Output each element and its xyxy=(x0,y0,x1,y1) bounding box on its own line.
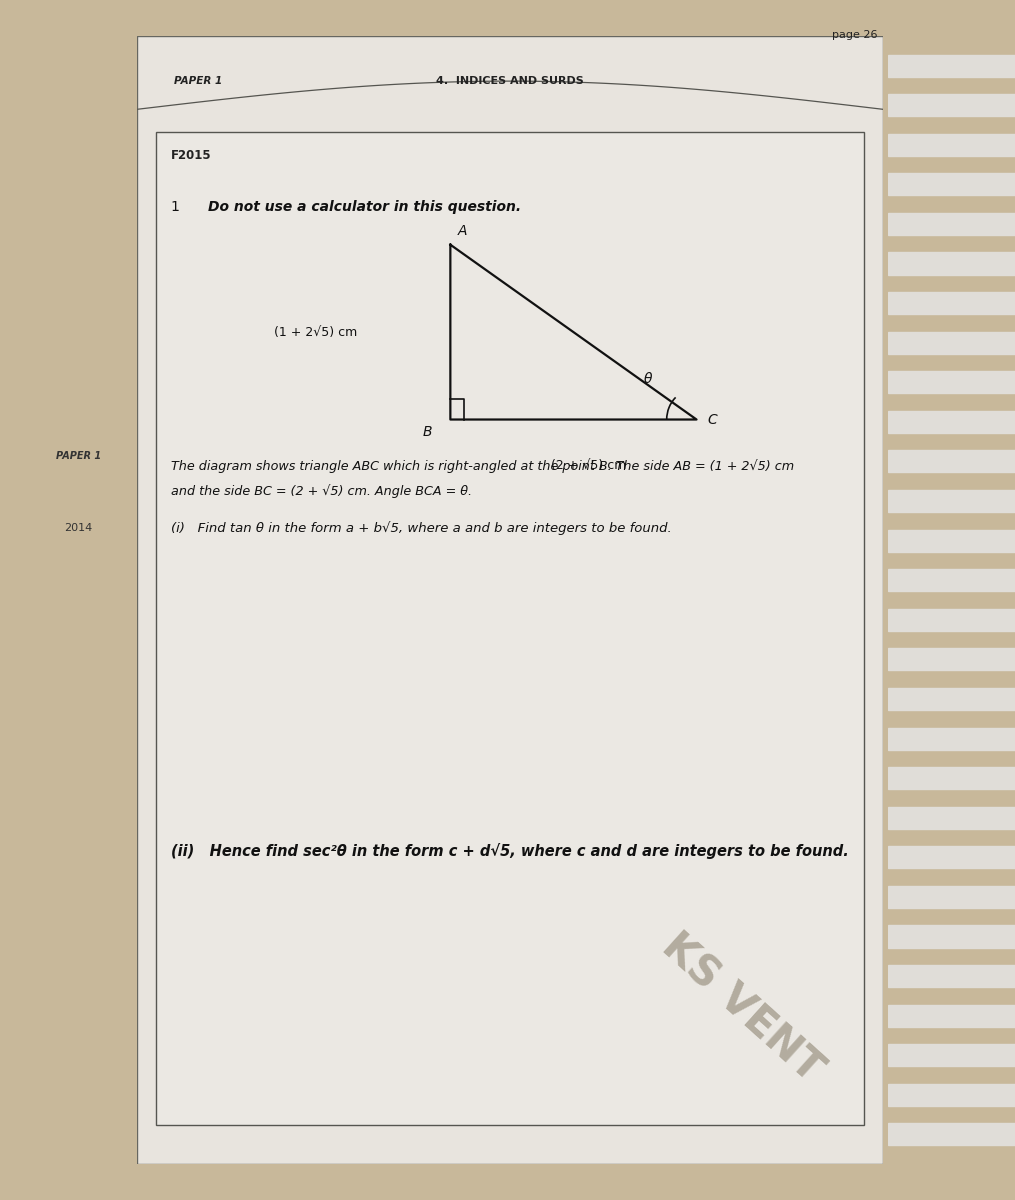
Text: B: B xyxy=(422,425,431,439)
Text: Do not use a calculator in this question.: Do not use a calculator in this question… xyxy=(208,199,521,214)
Text: A: A xyxy=(458,224,467,238)
FancyBboxPatch shape xyxy=(137,36,883,1164)
Bar xyxy=(888,331,1015,354)
Bar xyxy=(888,252,1015,275)
Bar xyxy=(888,133,1015,156)
Bar xyxy=(888,1004,1015,1027)
Bar xyxy=(888,54,1015,77)
Bar xyxy=(888,1084,1015,1106)
Text: The diagram shows triangle ABC which is right-angled at the point B. The side AB: The diagram shows triangle ABC which is … xyxy=(171,458,794,473)
Text: 1: 1 xyxy=(171,199,180,214)
Text: and the side BC = (2 + √5) cm. Angle BCA = θ.: and the side BC = (2 + √5) cm. Angle BCA… xyxy=(171,484,472,498)
Bar xyxy=(888,727,1015,750)
Bar xyxy=(888,410,1015,433)
Text: PAPER 1: PAPER 1 xyxy=(175,76,222,86)
Text: (2 + √5) cm: (2 + √5) cm xyxy=(551,458,626,472)
Bar xyxy=(888,94,1015,116)
Bar xyxy=(888,1123,1015,1146)
Bar xyxy=(888,767,1015,790)
Bar xyxy=(888,371,1015,394)
Bar xyxy=(888,886,1015,908)
Bar xyxy=(888,925,1015,948)
Text: F2015: F2015 xyxy=(171,149,211,162)
Text: C: C xyxy=(707,413,718,426)
Bar xyxy=(888,212,1015,235)
Text: page 26: page 26 xyxy=(832,30,878,40)
Bar xyxy=(888,490,1015,512)
Text: 2014: 2014 xyxy=(64,523,92,533)
Bar xyxy=(888,608,1015,631)
Text: θ: θ xyxy=(644,372,653,385)
Bar xyxy=(888,846,1015,869)
Bar xyxy=(888,450,1015,473)
Text: KS VENT: KS VENT xyxy=(654,925,831,1091)
Text: (1 + 2√5) cm: (1 + 2√5) cm xyxy=(274,325,357,338)
Text: (i)   Find tan θ in the form a + b√5, where a and b are integers to be found.: (i) Find tan θ in the form a + b√5, wher… xyxy=(171,521,671,535)
Bar xyxy=(888,806,1015,829)
Bar xyxy=(888,529,1015,552)
Text: (ii)   Hence find sec²θ in the form c + d√5, where c and d are integers to be fo: (ii) Hence find sec²θ in the form c + d√… xyxy=(171,842,849,858)
Bar xyxy=(888,688,1015,710)
Bar xyxy=(888,173,1015,196)
Bar xyxy=(888,648,1015,671)
Bar xyxy=(888,292,1015,314)
Text: 4.  INDICES AND SURDS: 4. INDICES AND SURDS xyxy=(436,76,584,86)
Bar xyxy=(888,1044,1015,1067)
Bar xyxy=(888,965,1015,988)
Bar xyxy=(888,569,1015,592)
Text: PAPER 1: PAPER 1 xyxy=(56,451,100,461)
FancyBboxPatch shape xyxy=(155,132,865,1124)
